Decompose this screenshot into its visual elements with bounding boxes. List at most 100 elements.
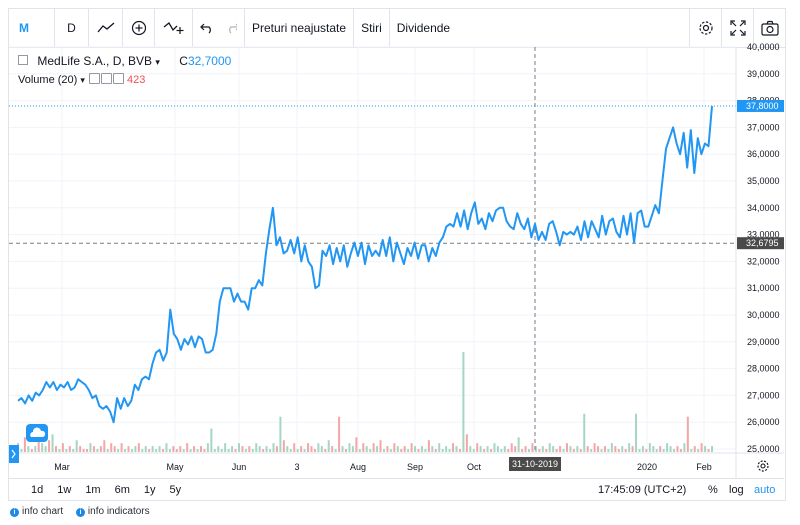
settings-icon[interactable] (100, 73, 112, 84)
volume-bar (220, 449, 223, 452)
volume-bar (158, 446, 161, 452)
volume-bar (490, 449, 493, 452)
news-button[interactable]: Stiri (354, 9, 390, 47)
axis-settings-icon[interactable] (757, 460, 769, 472)
symbol-search-button[interactable]: M (9, 9, 55, 47)
volume-bar (317, 443, 320, 452)
volume-bar (538, 449, 541, 452)
volume-bar (210, 428, 213, 452)
volume-bar (327, 440, 330, 452)
time-tick-label: Aug (350, 462, 366, 472)
dividends-button[interactable]: Dividende (396, 21, 451, 35)
auto-toggle[interactable]: auto (754, 484, 776, 496)
undo-button[interactable] (193, 9, 219, 47)
volume-bar (628, 443, 631, 452)
volume-bar (193, 446, 196, 452)
range-button-1d[interactable]: 1d (31, 484, 44, 496)
volume-bar (382, 449, 385, 452)
volume-bar (99, 446, 102, 452)
volume-bar (155, 449, 158, 452)
volume-bar (697, 449, 700, 452)
volume-bar (234, 449, 237, 452)
volume-bar (92, 446, 95, 452)
volume-bar (441, 449, 444, 452)
volume-bar (448, 449, 451, 452)
volume-bar (86, 449, 89, 452)
chevron-down-icon[interactable]: ▾ (80, 75, 85, 85)
indicators-button[interactable] (123, 9, 155, 47)
volume-bar (431, 446, 434, 452)
volume-bar (666, 443, 669, 452)
eye-icon[interactable] (88, 73, 100, 84)
volume-bar (579, 449, 582, 452)
volume-bar (54, 446, 57, 452)
range-button-5y[interactable]: 5y (169, 484, 182, 496)
range-button-1w[interactable]: 1w (57, 484, 72, 496)
footer-links: i info chart i info indicators (10, 506, 160, 517)
legend-title[interactable]: MedLife S.A., D, BVB (37, 54, 153, 68)
remove-icon[interactable] (112, 73, 124, 84)
volume-bar (417, 449, 420, 452)
chart-style-button[interactable] (89, 9, 123, 47)
snapshot-button[interactable] (753, 9, 785, 47)
volume-bar (331, 446, 334, 452)
line-chart-icon (97, 22, 114, 33)
volume-bar (507, 449, 510, 452)
price-tick-label: 26,0000 (747, 417, 780, 427)
range-button-1y[interactable]: 1y (143, 484, 156, 496)
unadjusted-prices-button[interactable]: Preturi neajustate (245, 9, 355, 47)
settings-button[interactable] (689, 9, 721, 47)
percent-toggle[interactable]: % (708, 484, 718, 496)
volume-bar (476, 443, 479, 452)
volume-bar (514, 446, 517, 452)
volume-bar (427, 440, 430, 452)
time-tick-label: Mar (54, 462, 70, 472)
log-toggle[interactable]: log (729, 484, 744, 496)
price-tick-label: 32,0000 (747, 256, 780, 266)
volume-bar (338, 416, 341, 452)
volume-bar (403, 446, 406, 452)
chevron-down-icon[interactable]: ▾ (155, 57, 160, 67)
volume-bar (258, 446, 261, 452)
volume-bar (324, 449, 327, 452)
volume-bar (555, 449, 558, 452)
volume-bar (393, 443, 396, 452)
side-panel-toggle[interactable] (9, 445, 19, 463)
volume-bar (669, 446, 672, 452)
volume-bar (120, 443, 123, 452)
volume-bar (590, 449, 593, 452)
volume-bar (179, 446, 182, 452)
volume-bar (635, 413, 638, 452)
volume-legend-label[interactable]: Volume (20) (18, 74, 78, 86)
redo-button[interactable] (219, 9, 245, 47)
volume-bar (496, 446, 499, 452)
volume-bar (89, 443, 92, 452)
fullscreen-button[interactable] (721, 9, 753, 47)
volume-bar (227, 449, 230, 452)
legend-collapse-icon[interactable] (18, 55, 28, 65)
volume-bar (286, 446, 289, 452)
volume-bar (614, 446, 617, 452)
gear-icon (698, 21, 713, 35)
compare-add-icon (163, 22, 183, 34)
volume-bar (693, 446, 696, 452)
volume-bar (586, 446, 589, 452)
volume-bar (531, 443, 534, 452)
compare-button[interactable] (155, 9, 193, 47)
range-button-6m[interactable]: 6m (114, 484, 130, 496)
volume-bar (23, 437, 26, 452)
volume-bar (279, 416, 282, 452)
info-chart-link[interactable]: i info chart (10, 506, 63, 517)
info-indicators-link[interactable]: i info indicators (75, 506, 150, 517)
close-label: C (179, 54, 188, 68)
volume-bar (458, 449, 461, 452)
fullscreen-icon (729, 20, 746, 36)
volume-bar (545, 449, 548, 452)
range-button-1m[interactable]: 1m (85, 484, 101, 496)
volume-bar (199, 446, 202, 452)
price-tick-label: 31,0000 (747, 283, 780, 293)
interval-button[interactable]: D (55, 9, 89, 47)
volume-bar (217, 446, 220, 452)
volume-bar (61, 443, 64, 452)
